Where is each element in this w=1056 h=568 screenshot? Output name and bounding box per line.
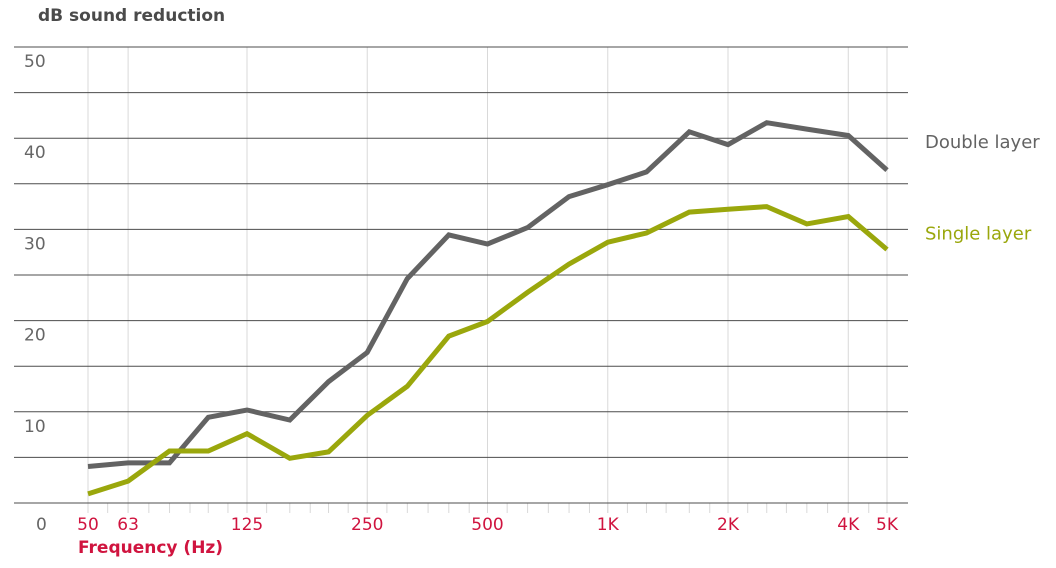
y-tick-label: 50 bbox=[24, 52, 46, 72]
legend-label-double-layer: Double layer bbox=[925, 132, 1040, 153]
y-tick-label: 10 bbox=[24, 417, 46, 437]
y-tick-label: 30 bbox=[24, 234, 46, 254]
x-tick-label: 4K bbox=[837, 515, 860, 535]
chart-title: dB sound reduction bbox=[38, 6, 226, 26]
series-line-single-layer bbox=[87, 204, 889, 497]
y-tick-label: 40 bbox=[24, 143, 46, 163]
x-tick-label: 5K bbox=[876, 515, 899, 535]
x-tick-label: 500 bbox=[471, 515, 503, 535]
y-tick-label: 0 bbox=[36, 515, 47, 535]
x-tick-label: 63 bbox=[117, 515, 139, 535]
x-tick-label: 125 bbox=[231, 515, 263, 535]
legend-label-single-layer: Single layer bbox=[925, 223, 1032, 244]
x-axis-title: Frequency (Hz) bbox=[78, 538, 224, 558]
x-tick-label: 50 bbox=[77, 515, 99, 535]
x-tick-label: 250 bbox=[351, 515, 383, 535]
series-line-double-layer bbox=[87, 120, 889, 469]
y-tick-label: 20 bbox=[24, 326, 46, 346]
x-tick-label: 2K bbox=[717, 515, 740, 535]
x-tick-label: 1K bbox=[597, 515, 620, 535]
